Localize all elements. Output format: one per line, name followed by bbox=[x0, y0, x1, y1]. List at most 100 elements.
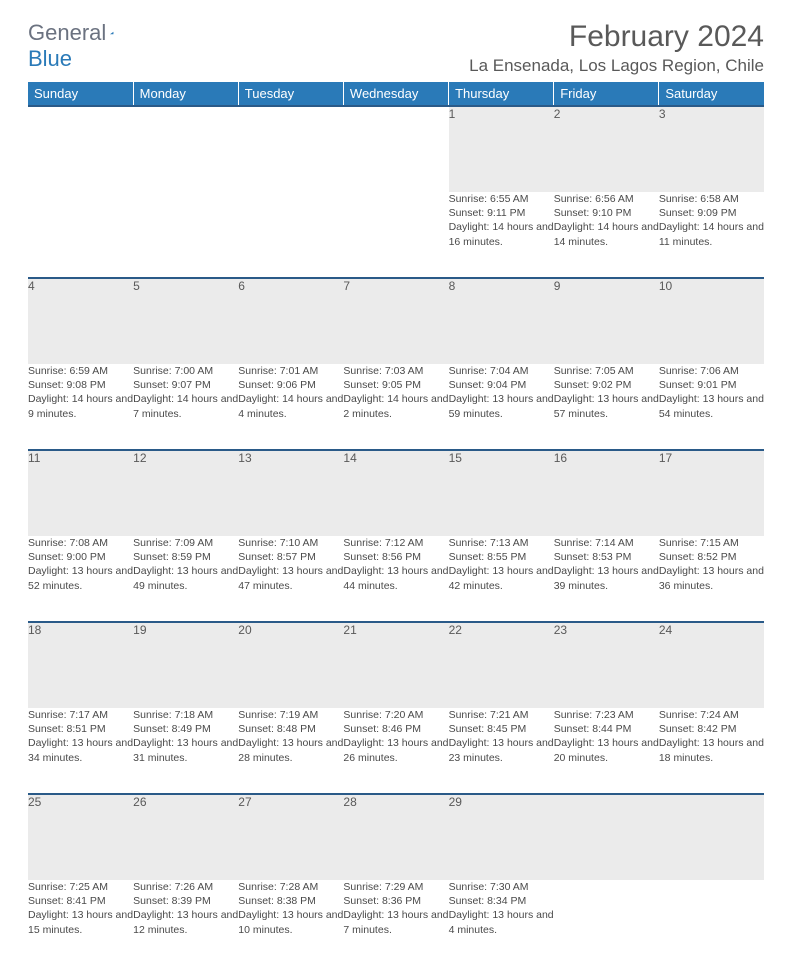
sunset-value: 8:46 PM bbox=[382, 723, 421, 735]
calendar-table: SundayMondayTuesdayWednesdayThursdayFrid… bbox=[28, 82, 764, 966]
day-content-cell bbox=[238, 192, 343, 278]
day-number-cell bbox=[343, 106, 448, 192]
day-number-row: 45678910 bbox=[28, 278, 764, 364]
sunset-label: Sunset: bbox=[133, 723, 172, 735]
header: General February 2024 La Ensenada, Los L… bbox=[28, 20, 764, 76]
day-content-cell: Sunrise: 7:25 AMSunset: 8:41 PMDaylight:… bbox=[28, 880, 133, 966]
sunrise-label: Sunrise: bbox=[28, 709, 69, 721]
sunrise-label: Sunrise: bbox=[449, 709, 490, 721]
daylight-label: Daylight: bbox=[133, 909, 177, 921]
day-content-cell: Sunrise: 7:00 AMSunset: 9:07 PMDaylight:… bbox=[133, 364, 238, 450]
month-title: February 2024 bbox=[469, 20, 764, 54]
logo-triangle-icon bbox=[110, 24, 114, 42]
day-number-cell bbox=[28, 106, 133, 192]
day-content-cell: Sunrise: 7:12 AMSunset: 8:56 PMDaylight:… bbox=[343, 536, 448, 622]
day-number-cell: 26 bbox=[133, 794, 238, 880]
sunset-value: 8:55 PM bbox=[487, 551, 526, 563]
daylight-label: Daylight: bbox=[238, 909, 282, 921]
day-content-cell: Sunrise: 7:01 AMSunset: 9:06 PMDaylight:… bbox=[238, 364, 343, 450]
sunrise-value: 7:14 AM bbox=[595, 537, 634, 549]
sunrise-value: 7:09 AM bbox=[175, 537, 214, 549]
sunset-value: 8:39 PM bbox=[172, 895, 211, 907]
daylight-label: Daylight: bbox=[449, 393, 493, 405]
sunrise-value: 7:30 AM bbox=[490, 881, 529, 893]
sunrise-label: Sunrise: bbox=[238, 365, 279, 377]
sunrise-label: Sunrise: bbox=[238, 881, 279, 893]
sunrise-value: 7:01 AM bbox=[280, 365, 319, 377]
sunrise-value: 7:10 AM bbox=[280, 537, 319, 549]
sunset-label: Sunset: bbox=[28, 551, 67, 563]
sunrise-label: Sunrise: bbox=[28, 365, 69, 377]
daylight-label: Daylight: bbox=[554, 221, 598, 233]
day-content-cell: Sunrise: 7:18 AMSunset: 8:49 PMDaylight:… bbox=[133, 708, 238, 794]
sunset-label: Sunset: bbox=[449, 895, 488, 907]
day-number-cell: 8 bbox=[449, 278, 554, 364]
weekday-header-cell: Wednesday bbox=[343, 82, 448, 106]
day-number-cell: 20 bbox=[238, 622, 343, 708]
day-content-cell: Sunrise: 6:59 AMSunset: 9:08 PMDaylight:… bbox=[28, 364, 133, 450]
sunrise-label: Sunrise: bbox=[133, 537, 174, 549]
sunset-label: Sunset: bbox=[554, 207, 593, 219]
sunrise-value: 7:06 AM bbox=[700, 365, 739, 377]
day-number-cell: 15 bbox=[449, 450, 554, 536]
sunrise-value: 6:56 AM bbox=[595, 193, 634, 205]
sunset-label: Sunset: bbox=[449, 551, 488, 563]
sunset-value: 9:01 PM bbox=[697, 379, 736, 391]
sunset-label: Sunset: bbox=[449, 207, 488, 219]
sunrise-label: Sunrise: bbox=[554, 709, 595, 721]
daylight-label: Daylight: bbox=[554, 737, 598, 749]
weekday-header-cell: Thursday bbox=[449, 82, 554, 106]
sunset-value: 8:56 PM bbox=[382, 551, 421, 563]
sunrise-label: Sunrise: bbox=[659, 709, 700, 721]
day-content-row: Sunrise: 7:17 AMSunset: 8:51 PMDaylight:… bbox=[28, 708, 764, 794]
daylight-label: Daylight: bbox=[28, 393, 72, 405]
day-number-cell bbox=[659, 794, 764, 880]
daylight-label: Daylight: bbox=[343, 737, 387, 749]
sunrise-value: 6:55 AM bbox=[490, 193, 529, 205]
day-number-cell bbox=[133, 106, 238, 192]
sunrise-value: 7:00 AM bbox=[175, 365, 214, 377]
sunset-label: Sunset: bbox=[343, 895, 382, 907]
day-content-cell: Sunrise: 7:04 AMSunset: 9:04 PMDaylight:… bbox=[449, 364, 554, 450]
sunset-label: Sunset: bbox=[133, 379, 172, 391]
sunset-value: 8:36 PM bbox=[382, 895, 421, 907]
logo-text-1: General bbox=[28, 20, 106, 46]
day-content-cell: Sunrise: 6:56 AMSunset: 9:10 PMDaylight:… bbox=[554, 192, 659, 278]
day-content-cell: Sunrise: 6:58 AMSunset: 9:09 PMDaylight:… bbox=[659, 192, 764, 278]
sunrise-value: 6:58 AM bbox=[700, 193, 739, 205]
day-number-row: 11121314151617 bbox=[28, 450, 764, 536]
sunset-value: 8:49 PM bbox=[172, 723, 211, 735]
sunset-label: Sunset: bbox=[449, 723, 488, 735]
sunset-label: Sunset: bbox=[28, 379, 67, 391]
day-number-cell bbox=[554, 794, 659, 880]
sunset-label: Sunset: bbox=[554, 723, 593, 735]
sunset-value: 8:45 PM bbox=[487, 723, 526, 735]
daylight-label: Daylight: bbox=[659, 737, 703, 749]
day-content-cell bbox=[554, 880, 659, 966]
day-number-cell: 18 bbox=[28, 622, 133, 708]
sunrise-value: 7:23 AM bbox=[595, 709, 634, 721]
sunset-value: 8:48 PM bbox=[277, 723, 316, 735]
day-content-row: Sunrise: 6:59 AMSunset: 9:08 PMDaylight:… bbox=[28, 364, 764, 450]
sunset-value: 9:02 PM bbox=[592, 379, 631, 391]
sunrise-label: Sunrise: bbox=[343, 537, 384, 549]
sunset-value: 9:00 PM bbox=[67, 551, 106, 563]
sunrise-label: Sunrise: bbox=[343, 881, 384, 893]
sunrise-label: Sunrise: bbox=[449, 881, 490, 893]
sunrise-value: 7:21 AM bbox=[490, 709, 529, 721]
sunrise-label: Sunrise: bbox=[554, 193, 595, 205]
day-content-cell: Sunrise: 7:29 AMSunset: 8:36 PMDaylight:… bbox=[343, 880, 448, 966]
weekday-header-cell: Sunday bbox=[28, 82, 133, 106]
sunset-value: 9:06 PM bbox=[277, 379, 316, 391]
daylight-label: Daylight: bbox=[659, 565, 703, 577]
day-number-cell: 3 bbox=[659, 106, 764, 192]
day-number-cell: 7 bbox=[343, 278, 448, 364]
sunrise-label: Sunrise: bbox=[659, 537, 700, 549]
day-content-cell: Sunrise: 7:19 AMSunset: 8:48 PMDaylight:… bbox=[238, 708, 343, 794]
day-content-cell: Sunrise: 7:21 AMSunset: 8:45 PMDaylight:… bbox=[449, 708, 554, 794]
day-number-cell: 24 bbox=[659, 622, 764, 708]
weekday-header-cell: Saturday bbox=[659, 82, 764, 106]
sunrise-label: Sunrise: bbox=[133, 709, 174, 721]
day-content-cell bbox=[133, 192, 238, 278]
sunrise-label: Sunrise: bbox=[554, 365, 595, 377]
